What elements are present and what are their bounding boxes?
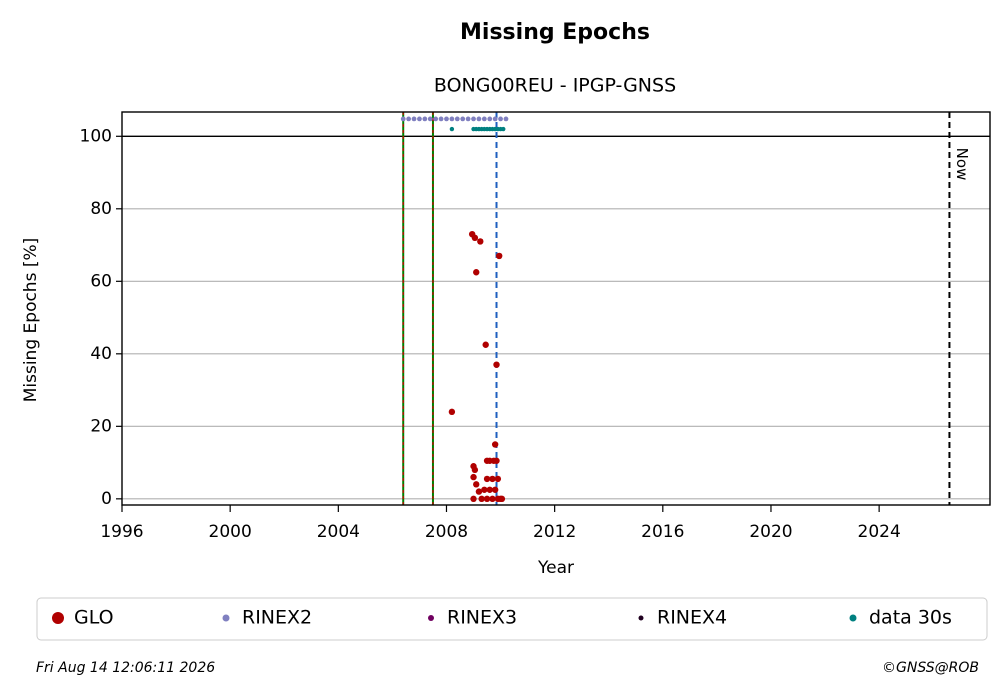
- data-point: [482, 341, 489, 348]
- data-point: [489, 475, 496, 483]
- data-point: [473, 481, 480, 488]
- data-point: [494, 475, 502, 483]
- data-point: [498, 495, 506, 503]
- legend-label: GLO: [74, 607, 114, 629]
- chart-subtitle: BONG00REU - IPGP-GNSS: [434, 75, 676, 97]
- legend-label: RINEX2: [242, 607, 312, 629]
- y-tick-label: 60: [90, 271, 112, 291]
- plot-frame: [121, 111, 991, 506]
- data-point: [493, 361, 500, 368]
- data-point: [449, 116, 455, 122]
- y-tick-label: 100: [80, 126, 112, 146]
- data-point: [422, 116, 428, 122]
- data-point: [454, 116, 460, 122]
- data-point: [471, 116, 476, 122]
- data-point: [483, 475, 491, 483]
- data-point: [471, 234, 479, 242]
- data-point: [478, 495, 485, 503]
- y-axis-label: Missing Epochs [%]: [21, 238, 41, 403]
- legend-marker: [428, 615, 434, 621]
- data-point: [476, 116, 482, 122]
- data-point: [481, 486, 488, 493]
- data-point: [444, 116, 449, 122]
- data-point: [470, 473, 477, 481]
- data-point: [492, 116, 498, 122]
- data-point: [400, 116, 406, 122]
- x-tick-label: 2004: [317, 522, 360, 542]
- legend-label: data 30s: [869, 607, 952, 629]
- legend-label: RINEX4: [657, 607, 727, 629]
- legend-box: [36, 597, 988, 641]
- data-point: [501, 126, 506, 132]
- x-tick-label: 2012: [533, 522, 576, 542]
- data-point: [498, 116, 503, 122]
- data-point: [486, 486, 493, 493]
- x-tick-label: 2020: [749, 522, 792, 542]
- legend-marker: [849, 614, 857, 622]
- data-point: [475, 488, 483, 495]
- legend-label: RINEX3: [447, 607, 517, 629]
- vertical-line-label: Now: [953, 148, 971, 181]
- data-point: [411, 116, 417, 122]
- data-point: [473, 269, 480, 276]
- data-point: [491, 486, 499, 493]
- x-tick-label: 2016: [641, 522, 684, 542]
- x-tick-label: 2008: [425, 522, 468, 542]
- data-point: [489, 495, 496, 503]
- x-tick-label: 1996: [100, 522, 143, 542]
- data-point: [477, 238, 484, 245]
- data-point: [427, 116, 433, 122]
- x-axis-label: Year: [537, 558, 574, 578]
- y-tick-label: 0: [101, 489, 112, 509]
- legend-marker: [222, 614, 230, 622]
- data-point: [438, 116, 444, 122]
- data-point: [471, 466, 479, 474]
- data-point: [465, 116, 471, 122]
- data-point: [470, 495, 477, 503]
- data-point: [487, 116, 493, 122]
- legend-marker: [52, 612, 64, 624]
- data-point: [449, 126, 455, 132]
- data-point: [483, 495, 491, 503]
- data-point: [406, 116, 412, 122]
- data-point: [491, 441, 499, 448]
- data-point: [496, 252, 503, 260]
- legend-marker: [638, 615, 644, 621]
- y-tick-label: 40: [90, 344, 112, 364]
- data-point: [460, 116, 466, 122]
- data-point: [417, 116, 422, 122]
- footer-date: Fri Aug 14 12:06:11 2026: [36, 660, 215, 676]
- data-point: [503, 116, 509, 122]
- x-tick-label: 2024: [858, 522, 901, 542]
- data-point: [433, 116, 439, 122]
- y-tick-label: 20: [90, 416, 112, 436]
- y-tick-label: 80: [90, 199, 112, 219]
- x-tick-label: 2000: [209, 522, 252, 542]
- chart-title: Missing Epochs: [460, 20, 650, 45]
- data-point: [493, 457, 500, 464]
- data-point: [448, 408, 456, 416]
- data-point: [481, 116, 487, 122]
- footer-credit: ©GNSS@ROB: [882, 660, 979, 676]
